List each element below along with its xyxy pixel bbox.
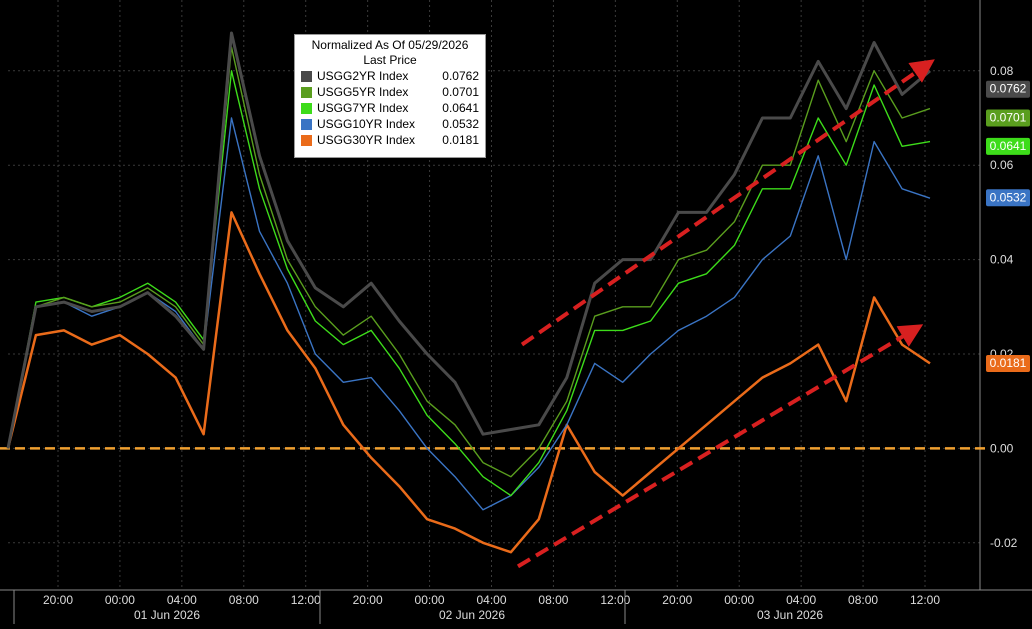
x-tick-label: 00:00 [415,593,445,607]
legend-series-value: 0.0641 [442,101,479,115]
legend-swatch [301,118,312,130]
x-tick-label: 04:00 [786,593,816,607]
x-tick-label: 20:00 [662,593,692,607]
legend-swatch [301,86,312,98]
last-value-tag-text: 0.0762 [990,82,1027,96]
series-line-usgg30yr [6,211,931,554]
y-tick-label: 0.06 [990,158,1014,172]
legend-title: Normalized As Of 05/29/2026 [311,38,469,52]
last-value-tag: 0.0641 [986,137,1030,155]
x-tick-label: 12:00 [910,593,940,607]
x-tick-label: 20:00 [43,593,73,607]
x-tick-label: 08:00 [229,593,259,607]
legend-series-value: 0.0762 [442,69,479,83]
last-value-tag-bg [986,189,1030,207]
x-tick-label: 00:00 [724,593,754,607]
last-value-tag: 0.0762 [986,80,1030,98]
last-value-tag: 0.0532 [986,189,1030,207]
x-tick-label: 04:00 [167,593,197,607]
series-line-usgg7yr [7,70,931,497]
x-day-label: 02 Jun 2026 [439,608,505,622]
x-tick-label: 12:00 [600,593,630,607]
series-line-usgg5yr [7,46,931,478]
legend-series-name: USGG10YR Index [317,117,416,131]
x-tick-label: 08:00 [848,593,878,607]
last-value-tag: 0.0701 [986,109,1030,127]
last-value-tag: 0.0181 [986,354,1030,372]
legend-series-name: USGG30YR Index [317,133,416,147]
x-day-label: 03 Jun 2026 [757,608,823,622]
legend-series-value: 0.0701 [442,85,479,99]
x-tick-label: 00:00 [105,593,135,607]
y-tick-label: 0.00 [990,441,1014,455]
last-value-tag-text: 0.0701 [990,111,1027,125]
series-line-usgg2yr [6,31,931,449]
last-value-tag-text: 0.0181 [990,356,1027,370]
legend-entry: USGG7YR Index 0.0641 [301,100,479,116]
series-line-usgg10yr [7,117,931,511]
legend-entry: USGG30YR Index 0.0181 [301,132,479,148]
last-value-tag-bg [986,354,1030,372]
legend-entry: USGG5YR Index 0.0701 [301,84,479,100]
legend-series-value: 0.0532 [442,117,479,131]
x-tick-label: 12:00 [291,593,321,607]
legend-series-value: 0.0181 [442,133,479,147]
legend-swatch [301,102,312,114]
trend-arrow [516,324,924,569]
last-value-tag-bg [986,137,1030,155]
y-tick-label: -0.02 [990,536,1018,550]
x-tick-label: 20:00 [353,593,383,607]
y-tick-label: 0.04 [990,253,1014,267]
legend-series-name: USGG2YR Index [317,69,409,83]
trend-arrow [520,59,935,347]
legend: Normalized As Of 05/29/2026 Last Price U… [294,34,486,158]
x-day-label: 01 Jun 2026 [134,608,200,622]
y-tick-label: 0.08 [990,64,1014,78]
legend-subtitle: Last Price [363,53,417,67]
last-value-tag-text: 0.0641 [990,139,1027,153]
x-tick-label: 04:00 [476,593,506,607]
legend-series-name: USGG7YR Index [317,101,409,115]
last-value-tag-bg [986,109,1030,127]
legend-series-name: USGG5YR Index [317,85,409,99]
legend-swatch [301,134,312,146]
legend-swatch [301,70,312,82]
legend-entry: USGG2YR Index 0.0762 [301,68,479,84]
x-tick-label: 08:00 [538,593,568,607]
legend-entry: USGG10YR Index 0.0532 [301,116,479,132]
last-value-tag-text: 0.0532 [990,190,1027,204]
last-value-tag-bg [986,80,1030,98]
